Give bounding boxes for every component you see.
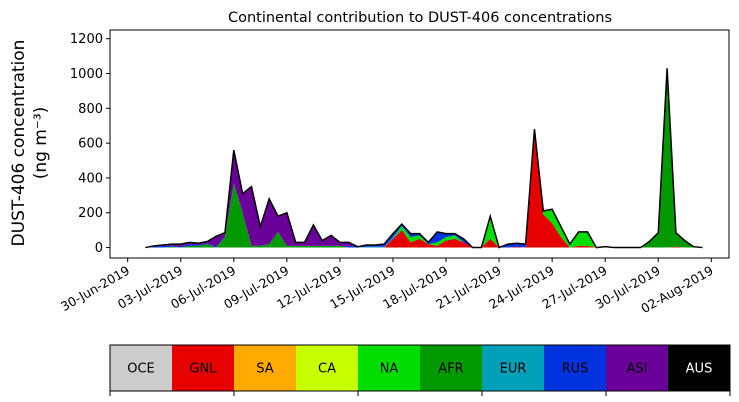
legend-swatch-gnl [172,345,234,391]
chart-title: Continental contribution to DUST-406 con… [228,10,612,26]
y-tick-label: 1200 [70,32,103,47]
legend-label: GNL [189,362,217,377]
legend-label: ASI [627,362,648,377]
y-axis-label-line1: DUST-406 concentration [9,40,29,247]
series-area-afr [145,71,703,248]
legend-label: AUS [686,362,713,377]
legend-swatch-sa [234,345,296,391]
legend-swatch-oce [110,345,172,391]
legend-label: CA [318,362,336,377]
axis-layer: 02004006008001000120030-Jun-201903-Jul-2… [58,32,716,316]
y-axis-label-line2: (ng m⁻³) [31,107,51,180]
y-tick-label: 400 [78,171,103,186]
legend-swatch-ca [296,345,358,391]
series-layer [145,68,703,249]
y-tick-label: 1000 [70,67,103,82]
legend: OCE GNL SA CA NA AFR EUR RUS ASI AUS [109,344,731,396]
legend-label: AFR [438,362,463,377]
plot-frame [109,29,730,259]
legend-label: OCE [127,362,155,377]
legend-swatch-afr [420,345,482,391]
legend-swatch-eur [482,345,544,391]
legend-label: SA [256,362,273,377]
legend-swatch-rus [544,345,606,391]
legend-label: NA [380,362,399,377]
legend-label: RUS [562,362,589,377]
y-tick-label: 600 [78,137,103,152]
y-tick-label: 200 [78,206,103,221]
legend-swatch-aus [668,345,730,391]
legend-swatch-asi [606,345,668,391]
legend-swatch-na [358,345,420,391]
y-tick-label: 0 [95,241,103,256]
y-tick-label: 800 [78,102,103,117]
legend-label: EUR [500,362,527,377]
legend-frame [109,344,731,392]
total-outline [145,68,703,249]
